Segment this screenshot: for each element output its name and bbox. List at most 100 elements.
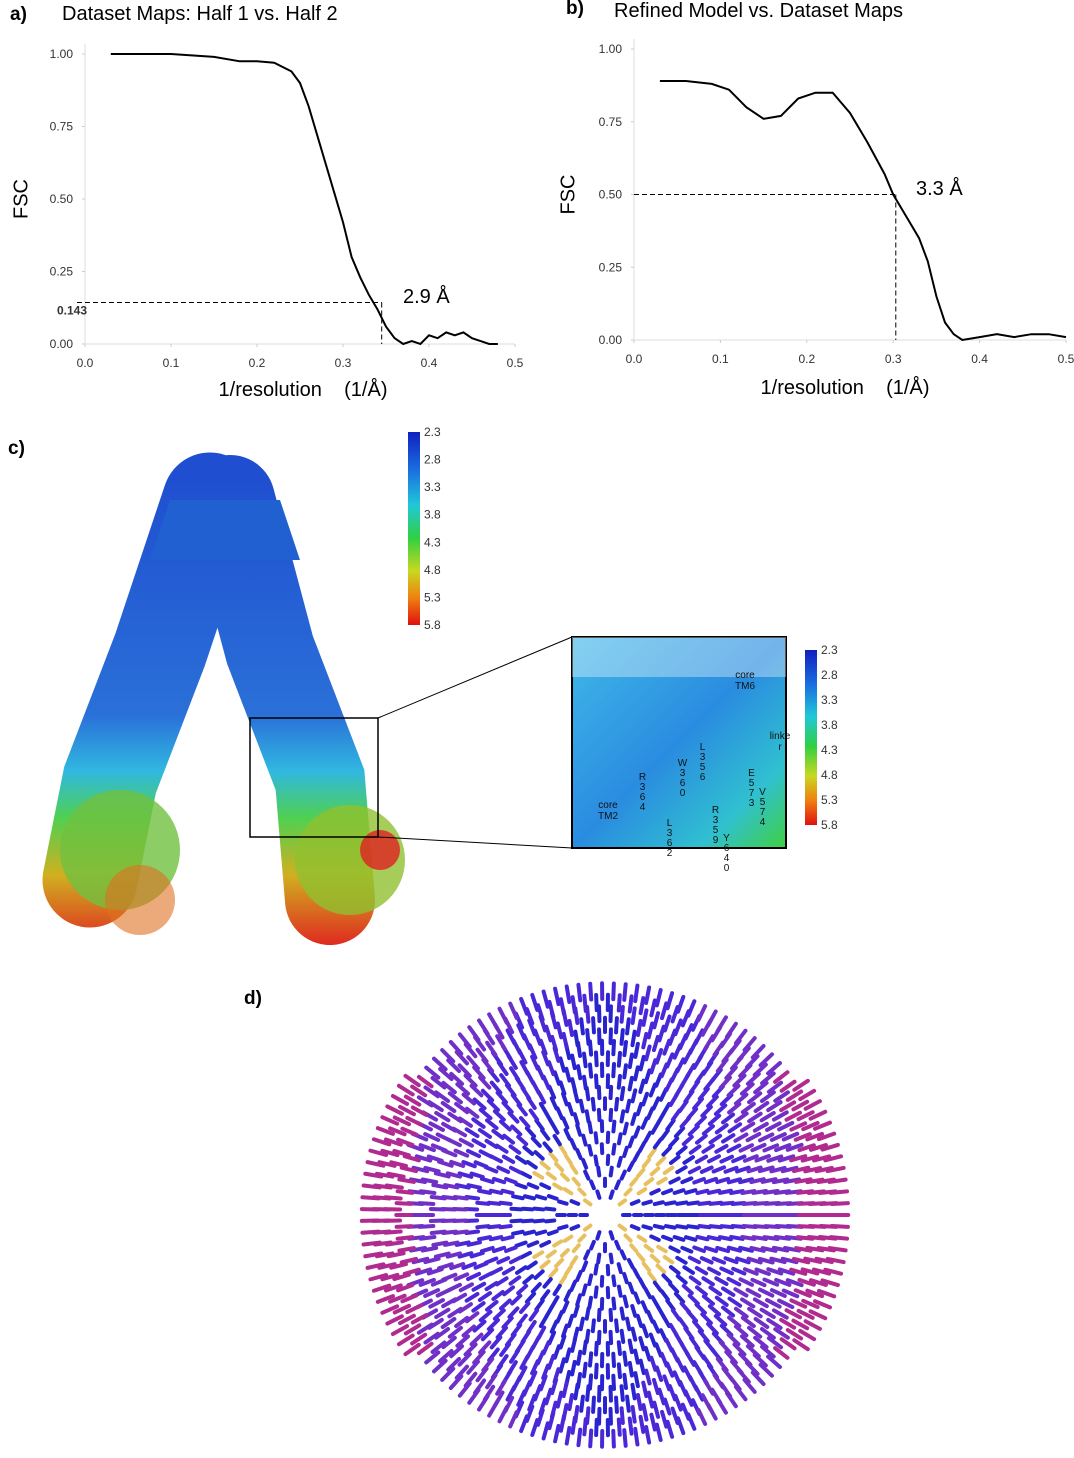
view-rod xyxy=(769,1338,781,1347)
view-rod xyxy=(665,1257,673,1262)
view-rod xyxy=(702,1168,712,1172)
view-rod xyxy=(651,1358,655,1370)
view-rod xyxy=(555,1286,560,1294)
y-tick-label: 0.00 xyxy=(50,337,74,351)
view-rod xyxy=(613,1431,614,1447)
view-rod xyxy=(433,1243,446,1245)
view-rod xyxy=(622,1172,625,1179)
view-rod xyxy=(624,1274,627,1282)
x-tick-label: 0.5 xyxy=(507,356,524,370)
view-rod xyxy=(501,1344,509,1355)
view-rod xyxy=(667,1301,673,1310)
view-rod xyxy=(651,1415,654,1430)
view-rod xyxy=(516,1243,525,1246)
view-rod xyxy=(504,1157,513,1162)
residue-label: W360 xyxy=(677,758,687,798)
view-rod xyxy=(624,1297,626,1307)
view-rod xyxy=(468,1274,479,1279)
view-rod xyxy=(544,1143,550,1150)
residue-label: E573 xyxy=(746,768,756,808)
view-rod xyxy=(558,1393,561,1407)
view-rod xyxy=(710,1306,719,1314)
view-rod xyxy=(535,1152,542,1159)
view-rod xyxy=(696,1387,703,1400)
view-rod xyxy=(619,1287,621,1296)
view-rod xyxy=(729,1104,739,1112)
view-rod xyxy=(762,1329,774,1338)
view-rod xyxy=(500,1009,507,1023)
view-rod xyxy=(511,1277,520,1283)
view-rod xyxy=(664,1104,670,1114)
view-rod xyxy=(686,1237,695,1240)
view-rod xyxy=(397,1203,412,1204)
colorbar-label: 2.3 xyxy=(424,425,441,439)
view-rod xyxy=(531,1310,538,1319)
view-rod xyxy=(564,1383,567,1396)
view-rod xyxy=(768,1320,780,1328)
view-rod xyxy=(362,1232,378,1233)
view-rod xyxy=(479,1237,490,1239)
view-rod xyxy=(675,1237,684,1240)
view-rod xyxy=(690,1258,699,1263)
view-rod xyxy=(521,1416,527,1431)
view-rod xyxy=(708,1324,717,1333)
view-rod xyxy=(572,1056,575,1068)
view-rod xyxy=(728,1146,739,1152)
view-rod xyxy=(613,1122,614,1132)
view-rod xyxy=(571,1282,575,1290)
view-rod xyxy=(493,1292,502,1299)
residue-label: L362 xyxy=(664,818,674,858)
zoom-line xyxy=(378,637,572,718)
view-rod xyxy=(668,1422,673,1437)
view-rod xyxy=(643,1326,647,1337)
view-rod xyxy=(635,1373,637,1386)
residue-label: Y640 xyxy=(721,833,731,873)
view-rod xyxy=(635,1067,638,1079)
view-rod xyxy=(684,1286,692,1293)
view-rod xyxy=(569,1316,572,1326)
view-rod xyxy=(714,1167,724,1171)
view-rod xyxy=(630,1363,632,1376)
view-rod xyxy=(561,1416,564,1431)
view-rod xyxy=(756,1319,768,1327)
view-rod xyxy=(494,1179,504,1182)
view-rod xyxy=(702,1258,712,1262)
colorbar-label: 4.3 xyxy=(821,743,838,757)
view-rod xyxy=(641,1361,644,1373)
view-rod xyxy=(710,1136,720,1143)
view-rod xyxy=(728,1279,739,1285)
view-rod xyxy=(624,1148,627,1156)
view-rod xyxy=(708,1011,716,1025)
view-rod xyxy=(654,1013,658,1027)
view-rod xyxy=(643,1094,647,1105)
resolution-label: 2.9 Å xyxy=(403,285,450,308)
x-tick-label: 0.1 xyxy=(712,352,729,366)
colorbar-label: 5.8 xyxy=(424,618,441,632)
view-rod xyxy=(550,1269,556,1276)
view-rod xyxy=(443,1319,455,1327)
colorbar-label: 2.8 xyxy=(424,453,441,467)
view-rod xyxy=(482,1179,493,1182)
view-rod xyxy=(666,1202,675,1204)
view-rod xyxy=(528,1263,536,1269)
view-rod xyxy=(648,1108,652,1118)
view-rod xyxy=(662,1131,668,1139)
view-rod xyxy=(646,1246,653,1251)
view-rod xyxy=(622,1408,623,1423)
view-rod xyxy=(482,1248,493,1251)
view-rod xyxy=(450,1093,461,1102)
view-rod xyxy=(598,1255,599,1263)
view-rod xyxy=(653,1297,658,1306)
view-rod xyxy=(690,1126,698,1134)
view-rod xyxy=(688,1203,698,1204)
view-rod xyxy=(487,1283,497,1289)
y-tick-label: 0.25 xyxy=(50,265,74,279)
view-rod xyxy=(696,1117,704,1125)
view-rod xyxy=(662,1003,666,1018)
view-rod xyxy=(569,1104,572,1114)
view-rod xyxy=(696,1305,704,1313)
view-rod xyxy=(584,1077,586,1089)
view-rod xyxy=(529,1242,538,1245)
view-rod xyxy=(663,1190,671,1193)
view-rod xyxy=(493,1131,502,1138)
